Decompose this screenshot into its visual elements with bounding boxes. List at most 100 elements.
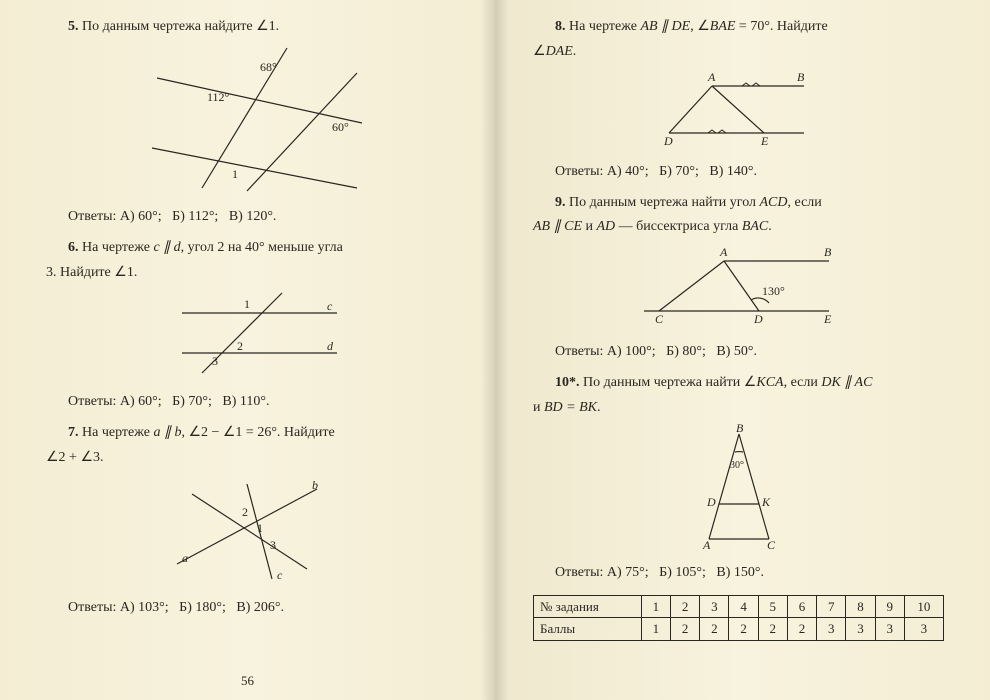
answer-a: A) 40°; [607,164,649,179]
problem-6-line2: 3. Найдите ∠1. [46,264,457,283]
answers-6: Ответы: A) 60°; Б) 70°; В) 110°. [46,393,457,412]
math: DK ∥ AC [821,375,872,390]
row-header: Баллы [534,618,642,641]
answer-b: Б) 105°; [659,565,706,580]
problem-7: 7. На чертеже a ∥ b, ∠2 − ∠1 = 26°. Найд… [46,424,457,443]
answer-a: A) 60°; [120,394,162,409]
figure-10: B 30° D K A C [533,424,944,556]
text: 3. Найдите ∠1. [46,265,137,280]
figure-7-svg: b 2 1 3 a c [162,474,342,584]
svg-text:c: c [327,299,333,313]
math: BD = BK [544,400,597,415]
answer-c: В) 110°. [222,394,269,409]
gutter-shadow [495,0,509,700]
svg-text:b: b [312,478,318,492]
svg-text:A: A [719,245,728,259]
svg-text:1: 1 [257,521,263,535]
svg-text:C: C [655,312,664,326]
svg-text:68°: 68° [260,60,277,74]
answer-a: A) 60°; [120,209,162,224]
problem-number: 6. [68,240,79,255]
problem-number: 10*. [555,375,580,390]
text: . [597,400,601,415]
problem-8-line2: ∠DAE. [533,43,944,62]
answer-c: В) 120°. [229,209,277,224]
text: По данным чертежа найти ∠ [583,375,756,390]
svg-text:B: B [797,70,805,84]
svg-text:C: C [767,538,776,549]
text: . [573,44,577,59]
figure-6: 1 c 3 2 d [46,288,457,385]
problem-9: 9. По данным чертежа найти угол ACD, есл… [533,194,944,213]
text: , ∠ [690,19,710,34]
text: и [533,400,544,415]
answers-7: Ответы: A) 103°; Б) 180°; В) 206°. [46,599,457,618]
answers-label: Ответы: [68,394,116,409]
answers-label: Ответы: [68,209,116,224]
svg-text:30°: 30° [730,460,744,471]
problem-6: 6. На чертеже c ∥ d, угол 2 на 40° меньш… [46,239,457,258]
problem-9-line2: AB ∥ CE и AD — биссектриса угла BAC. [533,218,944,237]
figure-5-svg: 68° 112° 60° 1 [132,43,372,193]
figure-10-svg: B 30° D K A C [669,424,809,549]
text: , ∠2 − ∠1 = 26°. Найдите [181,425,334,440]
svg-text:A: A [707,70,716,84]
answer-a: A) 103°; [120,600,169,615]
problem-7-line2: ∠2 + ∠3. [46,449,457,468]
svg-text:D: D [753,312,763,326]
math: KCA [756,375,783,390]
text: По данным чертежа найти угол [569,195,760,210]
text: , угол 2 на 40° меньше угла [181,240,343,255]
svg-text:1: 1 [244,297,250,311]
math: BAC [742,219,768,234]
svg-text:3: 3 [270,538,276,552]
answer-c: В) 150°. [716,565,764,580]
text: , если [784,375,822,390]
text: На чертеже [82,425,153,440]
answer-b: Б) 70°; [172,394,212,409]
gutter-shadow [481,0,495,700]
text: На чертеже [82,240,153,255]
answers-label: Ответы: [555,565,603,580]
svg-text:112°: 112° [207,90,230,104]
text: ∠2 + ∠3. [46,450,104,465]
text: На чертеже [569,19,640,34]
math: AD [597,219,616,234]
math: BAE [710,19,736,34]
book-spread: 5. По данным чертежа найдите ∠1. 68° 112… [0,0,990,700]
figure-9-svg: A B 130° C D E [629,243,849,328]
answers-label: Ответы: [68,600,116,615]
svg-text:D: D [706,495,716,509]
text: — биссектриса угла [615,219,742,234]
row-header: № задания [534,595,642,618]
problem-8: 8. На чертеже AB ∥ DE, ∠BAE = 70°. Найди… [533,18,944,37]
answer-a: A) 75°; [607,565,649,580]
answer-b: Б) 70°; [659,164,699,179]
answers-10: Ответы: A) 75°; Б) 105°; В) 150°. [533,564,944,583]
svg-text:3: 3 [212,354,218,368]
text: ∠ [533,44,546,59]
svg-text:c: c [277,568,283,582]
math: a ∥ b [153,425,181,440]
svg-text:60°: 60° [332,120,349,134]
math: AB ∥ DE [640,19,690,34]
math: AB ∥ CE [533,219,582,234]
svg-text:2: 2 [242,505,248,519]
svg-text:A: A [702,538,711,549]
svg-text:B: B [736,424,744,435]
svg-text:a: a [182,551,188,565]
answers-label: Ответы: [555,164,603,179]
svg-text:K: K [761,495,771,509]
problem-number: 5. [68,19,79,34]
figure-8: A B D E [533,68,944,155]
page-number: 56 [0,672,495,690]
problem-5: 5. По данным чертежа найдите ∠1. [46,18,457,37]
figure-5: 68° 112° 60° 1 [46,43,457,200]
answer-c: В) 140°. [709,164,757,179]
table-row: Баллы 1222223333 [534,618,944,641]
math: c ∥ d [153,240,180,255]
right-page: 8. На чертеже AB ∥ DE, ∠BAE = 70°. Найди… [495,0,990,700]
problem-number: 7. [68,425,79,440]
math: DAE [546,44,573,59]
text: . [768,219,772,234]
